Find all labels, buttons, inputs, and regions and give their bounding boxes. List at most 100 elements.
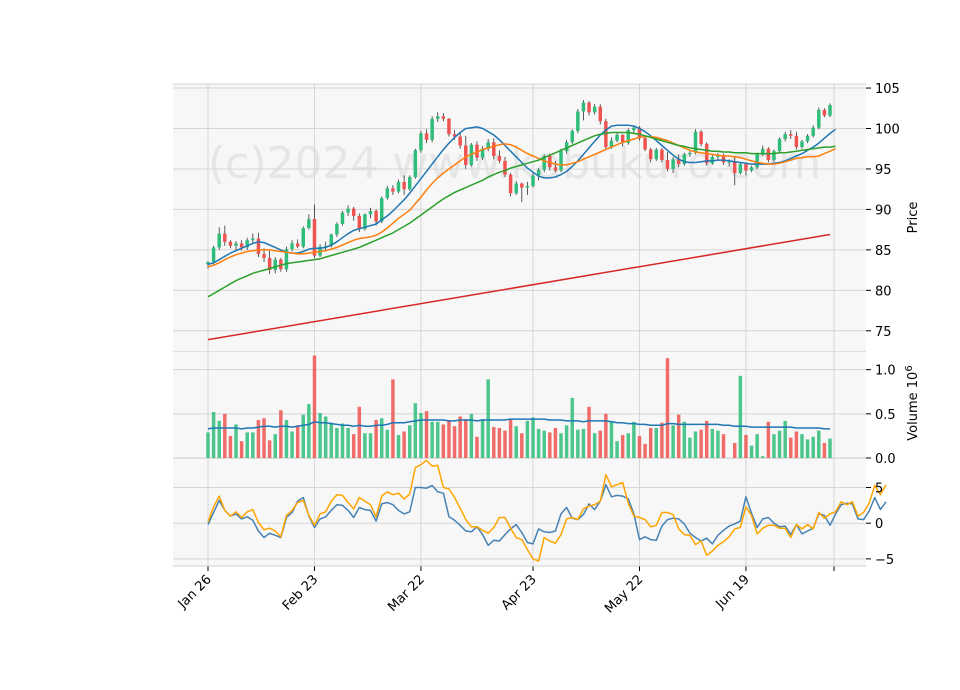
volume-bar bbox=[441, 424, 446, 458]
candle-body bbox=[620, 134, 625, 144]
volume-bar bbox=[480, 419, 485, 458]
candle-body bbox=[514, 183, 518, 194]
volume-bar bbox=[312, 355, 317, 458]
candle-body bbox=[396, 181, 401, 192]
volume-bar bbox=[738, 375, 743, 458]
volume-bar bbox=[682, 421, 687, 458]
candle-body bbox=[217, 233, 221, 248]
volume-bar bbox=[525, 420, 530, 458]
candle-body bbox=[721, 155, 726, 163]
candle-body bbox=[503, 160, 507, 175]
volume-bar bbox=[424, 411, 429, 458]
candle-body bbox=[688, 152, 692, 155]
candle-body bbox=[576, 111, 580, 131]
oscillator-line-orange bbox=[207, 459, 887, 562]
candle-body bbox=[346, 208, 350, 213]
volume-bar bbox=[351, 434, 356, 458]
candle-body bbox=[486, 142, 490, 149]
candle-body bbox=[251, 238, 255, 241]
volume-bar bbox=[570, 397, 574, 458]
candle-body bbox=[508, 174, 513, 194]
volume-bar bbox=[368, 433, 373, 458]
candle-body bbox=[351, 208, 356, 216]
price-y-tick-label: 105 bbox=[875, 82, 900, 97]
volume-bar bbox=[228, 435, 233, 458]
candle-body bbox=[598, 106, 602, 122]
candle-body bbox=[329, 234, 334, 246]
volume-bar bbox=[542, 430, 546, 458]
volume-bar bbox=[811, 436, 815, 458]
candle-body bbox=[738, 164, 743, 173]
volume-bar bbox=[604, 413, 608, 458]
volume-bar bbox=[385, 429, 390, 458]
oscillator-y-tick-label: −5 bbox=[875, 553, 894, 568]
volume-bar bbox=[363, 433, 367, 458]
candle-body bbox=[223, 233, 227, 242]
price-y-tick-label: 100 bbox=[875, 123, 900, 138]
volume-bar bbox=[486, 379, 490, 458]
volume-bar bbox=[508, 419, 513, 458]
volume-bar bbox=[716, 430, 720, 458]
ma-line-orange bbox=[207, 135, 836, 268]
volume-bar bbox=[407, 425, 412, 458]
candle-body bbox=[581, 102, 586, 112]
candle-body bbox=[323, 245, 328, 247]
candle-body bbox=[800, 141, 804, 148]
candle-body bbox=[234, 243, 238, 246]
volume-bar bbox=[789, 437, 793, 458]
candle-body bbox=[542, 156, 546, 170]
volume-bar bbox=[704, 420, 709, 458]
price-axis-title: Price bbox=[906, 202, 921, 234]
candle-body bbox=[777, 139, 782, 152]
candle-body bbox=[548, 156, 552, 168]
candle-body bbox=[407, 177, 412, 190]
volume-bar bbox=[379, 418, 384, 458]
volume-bar bbox=[318, 412, 322, 458]
volume-bar bbox=[323, 416, 328, 458]
volume-bar bbox=[458, 416, 462, 458]
candle-body bbox=[312, 219, 317, 256]
candle-body bbox=[307, 219, 311, 229]
candle-body bbox=[699, 131, 703, 144]
volume-bar bbox=[447, 420, 451, 458]
volume-bar bbox=[279, 410, 283, 458]
volume-average-line bbox=[207, 418, 830, 430]
candle-body bbox=[413, 150, 418, 178]
candle-body bbox=[436, 116, 440, 119]
volume-bar bbox=[777, 430, 782, 458]
candle-body bbox=[749, 167, 754, 171]
candle-body bbox=[379, 198, 384, 222]
candle-body bbox=[452, 134, 457, 137]
candle-body bbox=[671, 159, 675, 169]
volume-bar bbox=[783, 420, 787, 458]
volume-bar bbox=[822, 442, 827, 458]
candle-body bbox=[211, 247, 216, 262]
volume-bar bbox=[256, 420, 261, 458]
volume-bar bbox=[733, 442, 737, 458]
volume-bar bbox=[766, 421, 771, 458]
volume-bar bbox=[559, 433, 563, 458]
candle-body bbox=[497, 156, 502, 161]
volume-bar bbox=[828, 438, 832, 458]
candle-body bbox=[441, 116, 446, 119]
volume-bar bbox=[234, 424, 238, 458]
volume-bar bbox=[688, 437, 692, 458]
volume-bar bbox=[609, 420, 614, 458]
volume-bar bbox=[643, 443, 647, 458]
price-y-tick-label: 75 bbox=[875, 325, 892, 340]
volume-bar bbox=[514, 426, 518, 458]
volume-bar bbox=[637, 435, 642, 458]
candle-body bbox=[419, 133, 423, 151]
candle-body bbox=[682, 154, 687, 165]
candle-body bbox=[564, 142, 569, 152]
volume-bar bbox=[497, 427, 502, 458]
volume-bar bbox=[295, 425, 300, 458]
candle-body bbox=[363, 214, 367, 229]
volume-bar bbox=[452, 426, 457, 458]
volume-bar bbox=[648, 427, 653, 458]
volume-bar bbox=[587, 406, 591, 458]
volume-bar bbox=[755, 434, 759, 458]
candle-body bbox=[475, 144, 479, 158]
ma-line-blue bbox=[207, 124, 837, 266]
candle-body bbox=[492, 142, 496, 157]
